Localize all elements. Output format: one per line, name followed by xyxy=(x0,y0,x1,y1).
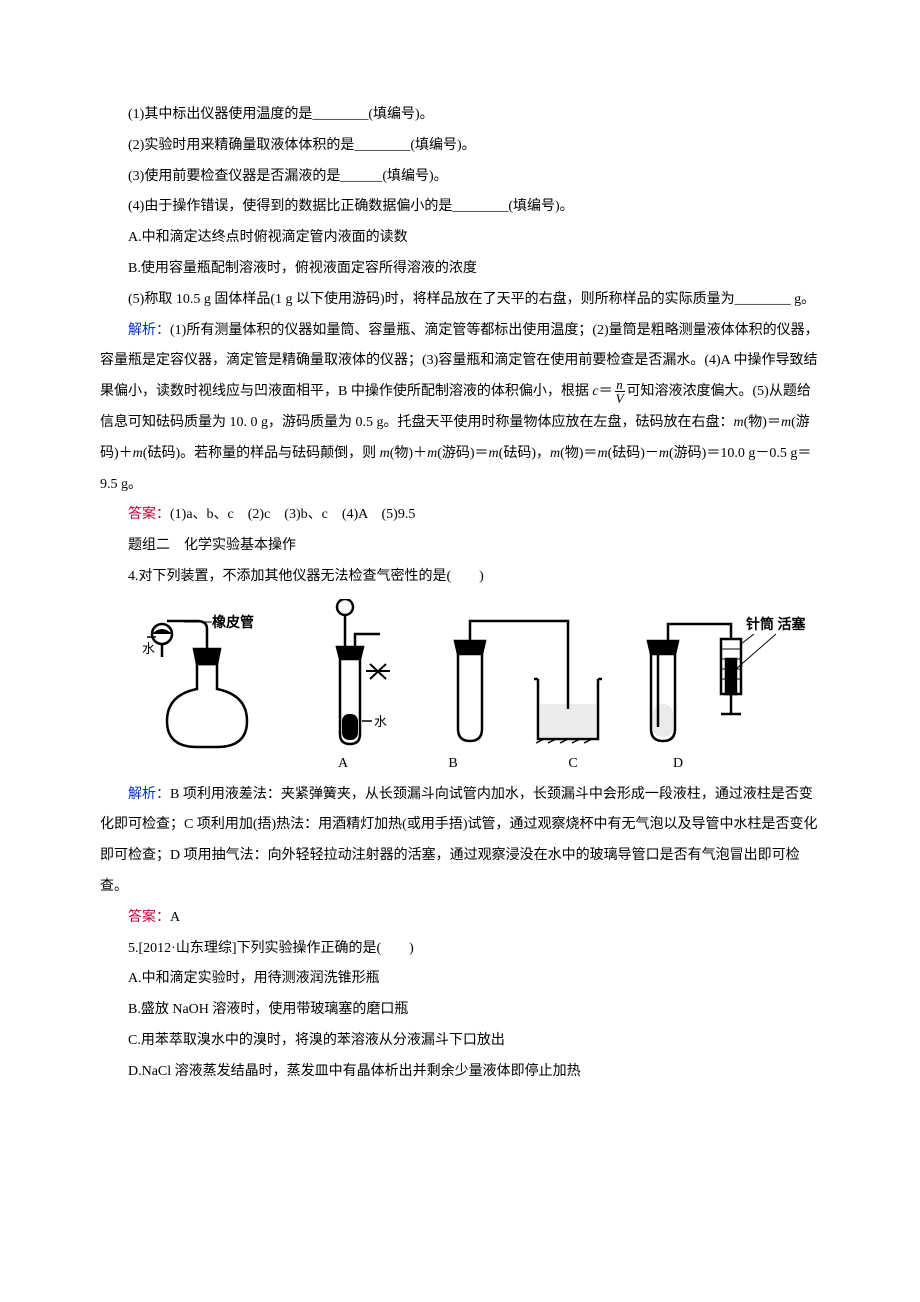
fraction-n-over-v: nV xyxy=(615,378,625,405)
q4-stem: 4.对下列装置，不添加其他仪器无法检查气密性的是( ) xyxy=(100,562,820,593)
q3-text: (3)使用前要检查仪器是否漏液的是______(填编号)。 xyxy=(100,162,820,193)
diagram-a-label-rubber: 橡皮管 xyxy=(212,614,254,631)
q5-option-d: D.NaCl 溶液蒸发结晶时，蒸发皿中有晶体析出并剩余少量液体即停止加热 xyxy=(100,1057,820,1088)
q5-option-b: B.盛放 NaOH 溶液时，使用带玻璃塞的磨口瓶 xyxy=(100,995,820,1026)
diagram-d-caption: D xyxy=(638,749,718,780)
diagram-c-caption: C xyxy=(508,749,638,780)
q5-option-a: A.中和滴定实验时，用待测液润洗锥形瓶 xyxy=(100,964,820,995)
diagram-d-label: 针筒 活塞 xyxy=(745,616,806,633)
diagram-a-caption: A xyxy=(288,749,398,780)
q4-option-a: A.中和滴定达终点时俯视滴定管内液面的读数 xyxy=(100,223,820,254)
q2-text: (2)实验时用来精确量取液体体积的是________(填编号)。 xyxy=(100,131,820,162)
analysis-2: 解析：B 项利用液差法：夹紧弹簧夹，从长颈漏斗向试管内加水，长颈漏斗中会形成一段… xyxy=(100,780,820,903)
analysis-1: 解析：(1)所有测量体积的仪器如量筒、容量瓶、滴定管等都标出使用温度；(2)量筒… xyxy=(100,316,820,501)
q5-text: (5)称取 10.5 g 固体样品(1 g 以下使用游码)时，将样品放在了天平的… xyxy=(100,285,820,316)
q5-stem: 5.[2012·山东理综]下列实验操作正确的是( ) xyxy=(100,934,820,965)
diagram-b-label-water: 水 xyxy=(374,714,387,729)
diagram-row: 橡皮管 水 xyxy=(100,593,820,749)
q5-option-c: C.用苯萃取溴水中的溴时，将溴的苯溶液从分液漏斗下口放出 xyxy=(100,1026,820,1057)
answer-2: 答案：A xyxy=(100,903,820,934)
diagram-label-row: A B C D xyxy=(100,749,820,780)
diagram-b-caption: B xyxy=(398,749,508,780)
answer-1: 答案：(1)a、b、c (2)c (3)b、c (4)A (5)9.5 xyxy=(100,500,820,531)
q1-text: (1)其中标出仪器使用温度的是________(填编号)。 xyxy=(100,100,820,131)
diagram-c xyxy=(438,609,608,749)
diagram-b: 水 xyxy=(300,599,410,749)
answer-label: 答案： xyxy=(128,507,170,522)
q4-text: (4)由于操作错误，使得到的数据比正确数据偏小的是________(填编号)。 xyxy=(100,192,820,223)
analysis-label: 解析： xyxy=(128,323,170,338)
diagram-a: 橡皮管 水 xyxy=(142,609,272,749)
diagram-d: 针筒 活塞 xyxy=(636,609,806,749)
q4-option-b: B.使用容量瓶配制溶液时，俯视液面定容所得溶液的浓度 xyxy=(100,254,820,285)
analysis-label-2: 解析： xyxy=(128,787,170,802)
diagram-a-label-water: 水 xyxy=(142,641,155,656)
group-2-heading: 题组二 化学实验基本操作 xyxy=(100,531,820,562)
answer-label-2: 答案： xyxy=(128,910,170,925)
